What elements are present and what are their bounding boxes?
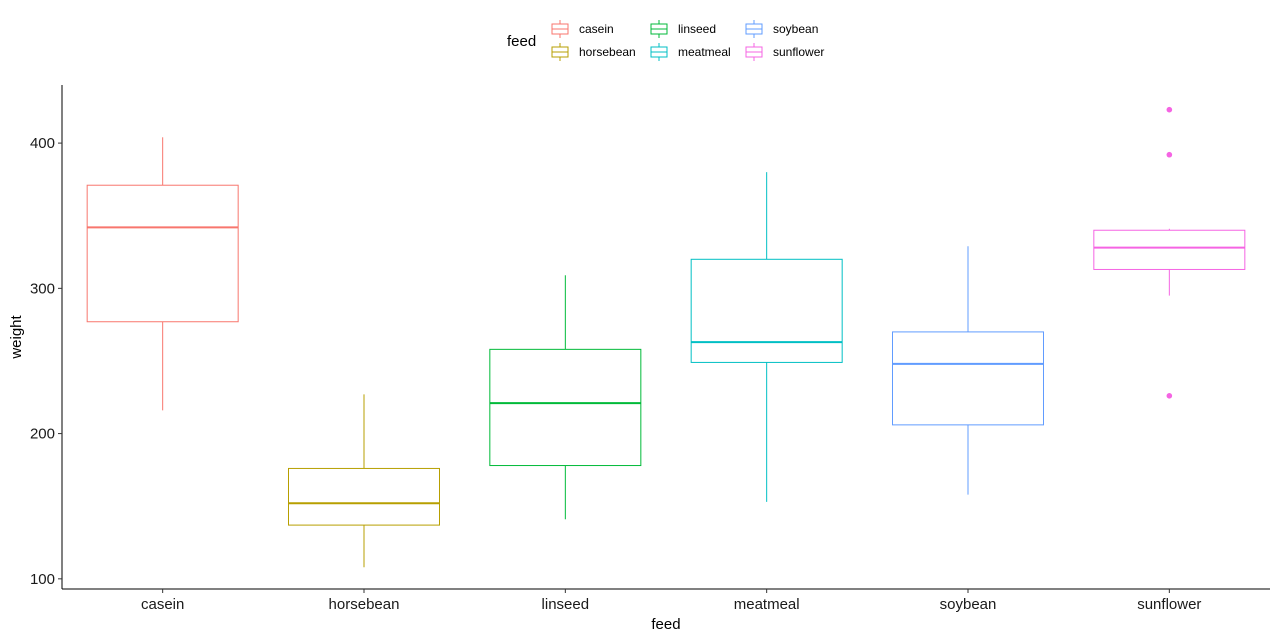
legend-key-sunflower [745, 43, 763, 61]
outlier-point [1166, 151, 1173, 158]
box-linseed [489, 275, 642, 520]
box-iqr [288, 467, 440, 526]
box-meatmeal [690, 172, 843, 502]
box-casein [86, 137, 239, 411]
box-soybean [892, 246, 1044, 495]
legend-label: horsebean [579, 45, 636, 59]
box-iqr [86, 184, 239, 323]
box-iqr [1093, 229, 1246, 270]
box-horsebean [288, 394, 440, 568]
box-iqr [892, 331, 1044, 426]
box-sunflower [1093, 106, 1246, 399]
boxes-layer [86, 106, 1246, 568]
x-tick-label: horsebean [329, 596, 400, 613]
outlier-point [1166, 393, 1173, 399]
legend-title: feed [507, 33, 536, 50]
y-tick-label: 200 [30, 426, 55, 443]
y-ticks: 100 200 300 400 [30, 135, 62, 588]
y-axis-title: weight [8, 314, 25, 359]
x-ticks: casein horsebean linseed meatmeal soybean sun… [141, 589, 1201, 613]
legend: feed casein horsebean linseed meatmeal soybe… [507, 20, 824, 61]
legend-key-casein [551, 20, 569, 38]
legend-label: meatmeal [678, 45, 731, 59]
x-tick-label: linseed [542, 596, 590, 613]
legend-key-horsebean [551, 43, 569, 61]
y-tick-label: 100 [30, 571, 55, 588]
legend-key-meatmeal [650, 43, 668, 61]
legend-label: soybean [773, 22, 818, 36]
x-tick-label: casein [141, 596, 184, 613]
y-tick-label: 400 [30, 135, 55, 152]
legend-key-linseed [650, 20, 668, 38]
box-iqr [489, 348, 642, 467]
legend-label: casein [579, 22, 614, 36]
legend-label: linseed [678, 22, 716, 36]
legend-label: sunflower [773, 45, 824, 59]
x-tick-label: meatmeal [734, 596, 800, 613]
x-tick-label: soybean [940, 596, 997, 613]
x-axis-title: feed [651, 616, 680, 633]
y-tick-label: 300 [30, 280, 55, 297]
axes [61, 85, 1270, 590]
box-iqr [690, 258, 843, 363]
legend-key-soybean [745, 20, 763, 38]
x-tick-label: sunflower [1137, 596, 1201, 613]
outlier-point [1166, 106, 1173, 113]
